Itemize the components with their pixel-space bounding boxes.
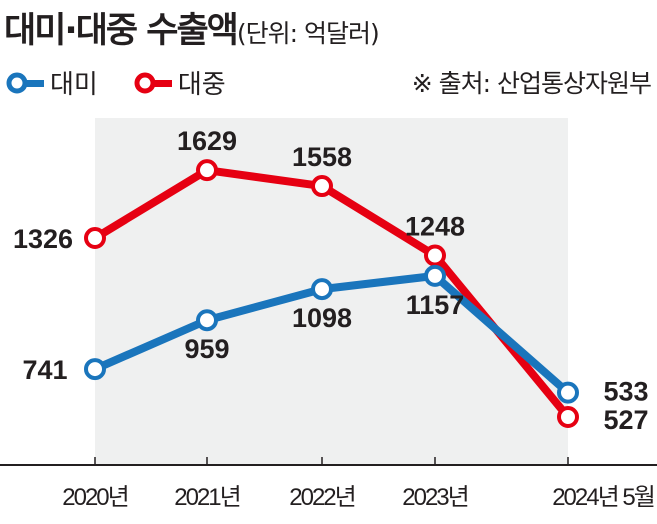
x-tick-label: 2024년 5월 xyxy=(552,484,654,511)
data-label-cn: 1629 xyxy=(177,126,237,156)
data-point-cn xyxy=(84,227,106,250)
data-point-cn xyxy=(196,159,218,182)
data-label-cn: 1558 xyxy=(292,142,352,172)
legend-item-cn: 대중 xyxy=(134,64,226,101)
legend: 대미 대중 xyxy=(6,64,262,101)
data-point-cn xyxy=(557,406,579,428)
x-tick-label: 2023년 xyxy=(402,484,467,511)
data-label-us: 741 xyxy=(22,355,67,385)
data-point-us xyxy=(424,264,446,287)
data-label-cn: 527 xyxy=(603,405,648,435)
data-point-us xyxy=(311,278,333,301)
title-text: 대미·대중 수출액 xyxy=(4,11,239,51)
chart-title: 대미·대중 수출액(단위: 억달러) xyxy=(4,2,380,53)
unit-label: (단위: 억달러) xyxy=(236,19,380,48)
data-label-us: 959 xyxy=(184,334,229,364)
data-point-us xyxy=(557,381,579,404)
data-point-cn xyxy=(424,244,446,267)
x-tick-label: 2021년 xyxy=(174,484,239,511)
legend-marker-us-icon xyxy=(6,72,44,93)
legend-item-us: 대미 xyxy=(6,64,98,101)
x-tick-label: 2022년 xyxy=(289,484,354,511)
legend-marker-cn-icon xyxy=(134,72,172,93)
legend-label-us: 대미 xyxy=(50,70,98,100)
x-tick-label: 2020년 xyxy=(62,484,127,511)
data-label-cn: 1326 xyxy=(13,224,73,254)
data-label-cn: 1248 xyxy=(405,211,465,241)
data-point-cn xyxy=(311,175,333,198)
data-label-us: 1157 xyxy=(406,290,465,320)
data-point-us xyxy=(84,358,106,381)
legend-label-cn: 대중 xyxy=(177,70,226,100)
data-point-us xyxy=(196,309,218,332)
source-note: ※ 출처: 산업통상자원부 xyxy=(411,69,652,98)
data-label-us: 1098 xyxy=(292,303,352,333)
data-label-us: 533 xyxy=(603,377,648,407)
